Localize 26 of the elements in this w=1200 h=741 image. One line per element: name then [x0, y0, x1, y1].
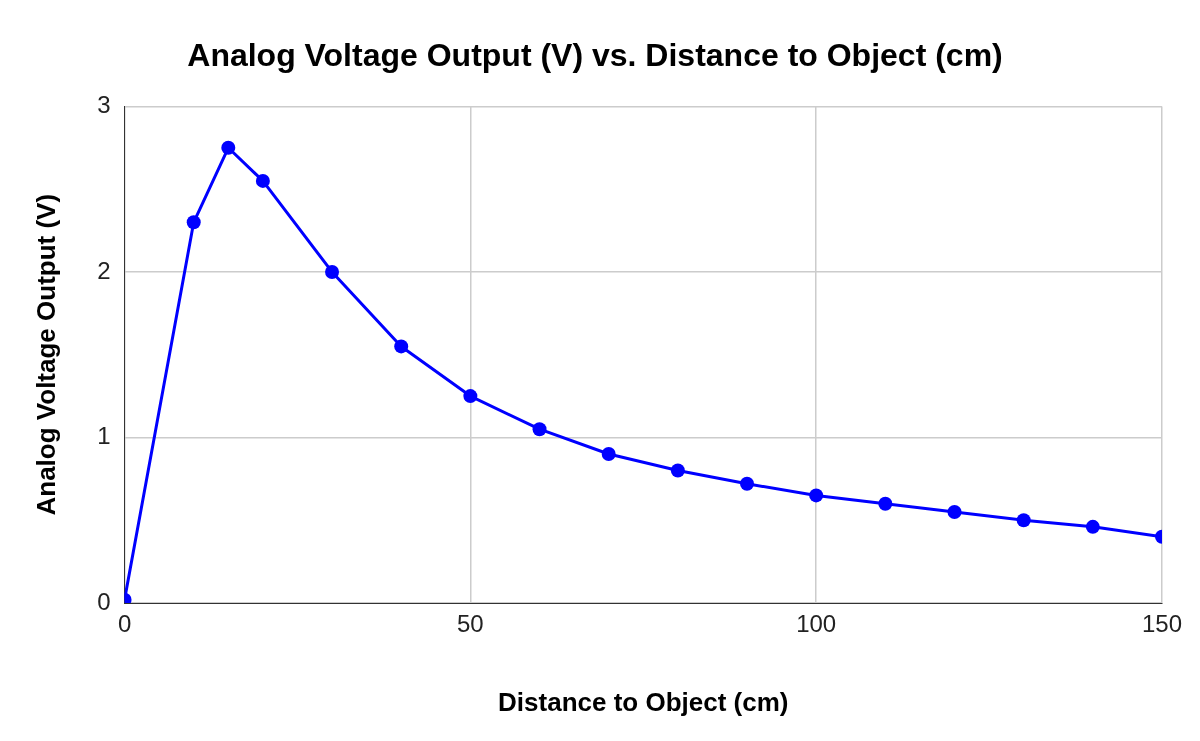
- y-tick-label: 0: [97, 587, 111, 615]
- point: [670, 463, 685, 478]
- point: [221, 140, 236, 155]
- y-axis-title: Analog Voltage Output (V): [30, 193, 61, 516]
- point: [1085, 519, 1100, 534]
- point: [947, 504, 962, 519]
- point: [1016, 513, 1031, 528]
- point: [186, 215, 201, 230]
- x-tick-label: 100: [796, 610, 837, 638]
- point: [255, 173, 270, 188]
- x-tick-label: 0: [117, 610, 132, 638]
- point: [740, 476, 755, 491]
- point: [601, 447, 616, 462]
- y-tick-label: 3: [97, 91, 111, 119]
- x-tick-label: 150: [1141, 610, 1183, 638]
- point: [394, 339, 409, 354]
- point: [878, 496, 893, 511]
- point: [325, 264, 340, 279]
- x-axis-title: Distance to Object (cm): [498, 686, 789, 717]
- point: [463, 389, 478, 404]
- y-tick-label: 2: [97, 256, 111, 284]
- point: [809, 488, 824, 503]
- y-tick-label: 1: [97, 422, 111, 450]
- chart-title: Analog Voltage Output (V) vs. Distance to Object (cm): [187, 37, 1003, 74]
- x-tick-label: 50: [457, 610, 484, 638]
- point: [532, 422, 547, 437]
